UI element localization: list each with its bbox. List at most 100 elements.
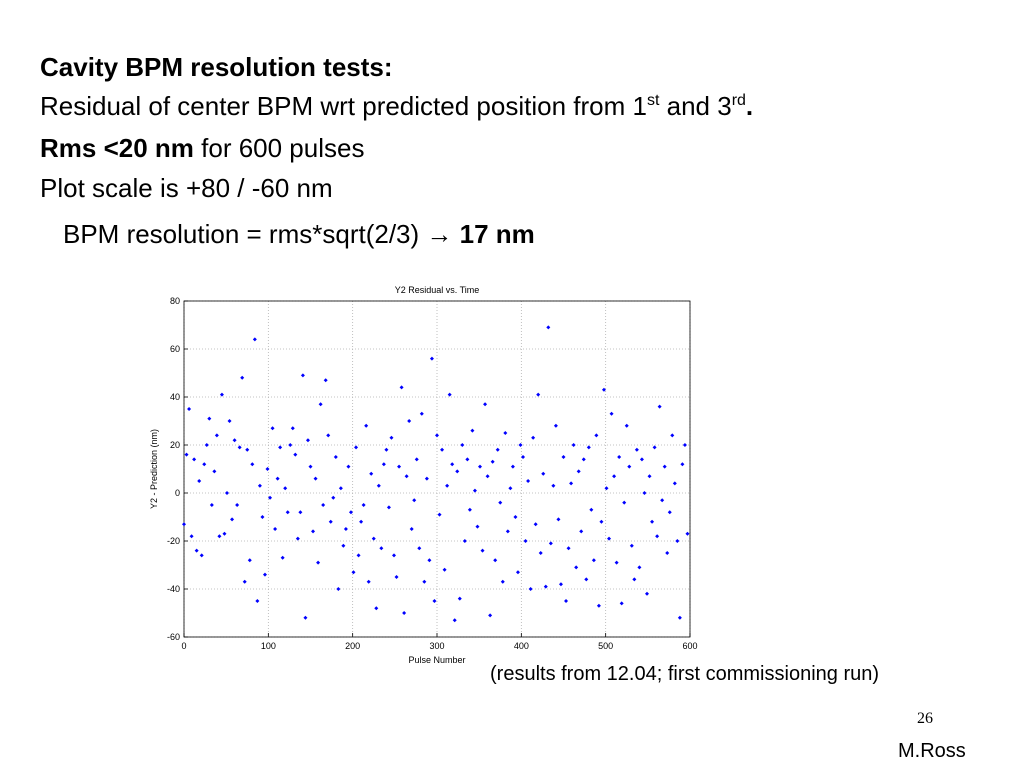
point (660, 498, 665, 503)
point (639, 457, 644, 462)
point (505, 529, 510, 534)
point (569, 481, 574, 486)
point (280, 555, 285, 560)
point (300, 373, 305, 378)
point (528, 587, 533, 591)
point (374, 606, 379, 611)
point (219, 392, 224, 397)
text: for 600 pulses (194, 133, 365, 163)
point (480, 548, 485, 553)
point (232, 438, 237, 443)
point (488, 613, 493, 618)
point (518, 443, 523, 447)
author: M.Ross (898, 740, 966, 762)
point (541, 471, 546, 476)
point (217, 534, 222, 539)
point (672, 481, 677, 486)
point (305, 438, 310, 443)
point (318, 402, 323, 407)
page-number: 26 (917, 710, 933, 727)
point (278, 445, 283, 450)
point (576, 469, 581, 474)
point (184, 452, 189, 457)
point (379, 546, 384, 551)
point (521, 455, 526, 459)
point (288, 443, 293, 447)
point (561, 455, 566, 459)
point (670, 433, 675, 438)
point (513, 515, 518, 519)
point (424, 476, 429, 481)
point (493, 558, 498, 563)
point (445, 483, 450, 488)
point (455, 469, 460, 474)
point (523, 539, 528, 543)
point (627, 464, 632, 469)
point (465, 457, 470, 462)
point (295, 536, 300, 541)
chart: 0 100 200 300 400 500 600 -60 -40 -20 0 20 40 60 80 Y2 … (149, 285, 698, 665)
point (245, 447, 250, 452)
point (483, 402, 488, 407)
point (617, 455, 622, 459)
point (273, 527, 278, 531)
point (650, 519, 655, 524)
point (290, 426, 295, 431)
point (624, 423, 629, 428)
point (665, 551, 670, 555)
point (551, 483, 556, 488)
point (435, 433, 439, 438)
point (402, 611, 407, 615)
point (652, 445, 657, 450)
point (609, 411, 614, 416)
point (209, 503, 214, 507)
point (427, 558, 432, 563)
point (260, 515, 265, 519)
point (589, 507, 594, 512)
point (257, 483, 262, 488)
point (364, 423, 369, 428)
point (607, 536, 612, 541)
point (192, 457, 197, 462)
point (409, 527, 414, 531)
point (194, 548, 199, 553)
point (644, 591, 649, 596)
point (359, 519, 364, 524)
point (391, 553, 396, 558)
point (369, 471, 374, 476)
point (270, 426, 275, 431)
point (452, 618, 457, 623)
point (303, 615, 308, 620)
point (417, 546, 422, 551)
point (622, 500, 627, 505)
point (227, 419, 232, 423)
point (629, 543, 634, 548)
point (655, 534, 660, 539)
point (394, 575, 399, 579)
point (412, 498, 417, 503)
footnote: (results from 12.04; first commissioning… (490, 663, 879, 685)
point (503, 431, 508, 435)
superscript: st (647, 92, 660, 109)
point (361, 503, 366, 507)
point (634, 447, 639, 452)
point (225, 491, 230, 495)
point (389, 435, 394, 440)
point (336, 587, 341, 591)
point (586, 445, 591, 450)
point (283, 486, 288, 491)
point (432, 599, 437, 603)
point (429, 356, 434, 361)
line: Rms <20 nm for 600 pulses (40, 133, 364, 163)
point (323, 378, 328, 383)
point (182, 522, 186, 527)
point (381, 462, 386, 467)
line: BPM resolution = rms*sqrt(2/3) → 17 nm (63, 219, 535, 249)
point (475, 524, 480, 529)
point (212, 469, 217, 474)
x-axis-label: Pulse Number (408, 655, 465, 665)
point (440, 447, 445, 452)
point (346, 464, 351, 469)
point (351, 570, 356, 575)
y-axis-label: Y2 - Prediction (nm) (149, 429, 159, 509)
